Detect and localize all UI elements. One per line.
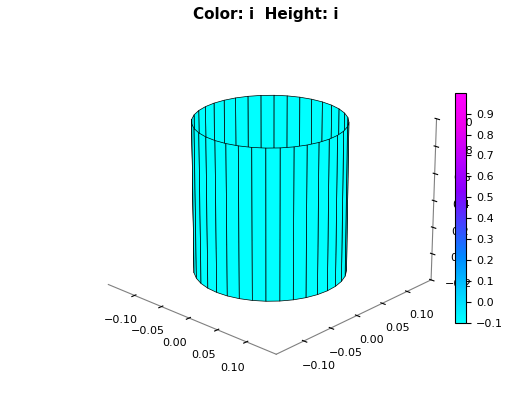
Title: Color: i  Height: i: Color: i Height: i bbox=[192, 7, 337, 22]
